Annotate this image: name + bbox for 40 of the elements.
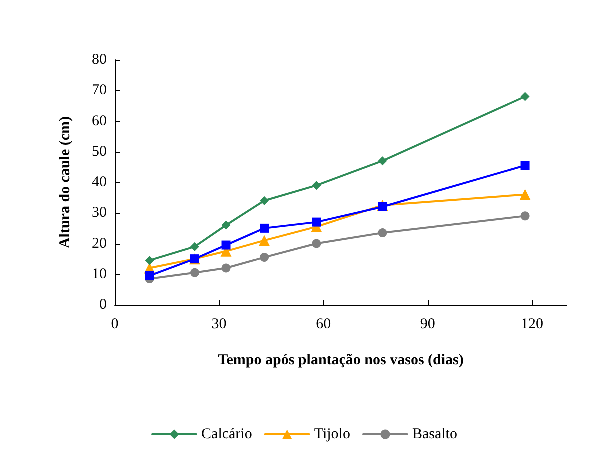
y-tick-label: 70 — [92, 82, 107, 99]
point — [222, 264, 231, 273]
point — [520, 161, 530, 170]
x-tick-label: 30 — [212, 316, 227, 332]
point — [260, 196, 270, 206]
point — [520, 189, 531, 200]
point — [222, 220, 231, 230]
y-axis-title: Altura do caule (cm) — [58, 116, 74, 249]
x-tick-label: 90 — [420, 316, 436, 332]
point — [378, 202, 388, 212]
y-tick-label: 60 — [92, 113, 107, 130]
y-tick-label: 30 — [92, 205, 107, 222]
point — [312, 239, 322, 248]
y-tick-label: 50 — [92, 144, 107, 160]
point — [312, 218, 322, 227]
point — [259, 235, 270, 246]
point — [145, 271, 154, 280]
point — [312, 181, 322, 190]
y-tick-label: 80 — [92, 52, 107, 68]
point — [222, 240, 231, 250]
x-axis-title: Tempo após plantação nos vasos (dias) — [218, 352, 464, 368]
y-tick-label: 0 — [100, 297, 107, 313]
point — [378, 156, 388, 166]
point — [520, 92, 530, 102]
y-tick-label: 10 — [92, 266, 107, 282]
x-tick-label: 120 — [520, 316, 544, 332]
point — [378, 228, 388, 238]
legend-label: Calcário — [202, 426, 252, 442]
point — [260, 224, 270, 233]
legend-label: Tijolo — [314, 426, 350, 442]
point — [520, 212, 530, 221]
point — [190, 242, 200, 252]
point — [190, 268, 200, 278]
point — [260, 253, 270, 262]
y-tick-label: 40 — [92, 174, 107, 190]
y-tick-label: 20 — [92, 236, 107, 252]
point — [145, 256, 154, 266]
x-tick-label: 0 — [111, 316, 119, 332]
legend-label: Basalto — [412, 426, 458, 442]
x-tick-label: 60 — [316, 316, 332, 332]
